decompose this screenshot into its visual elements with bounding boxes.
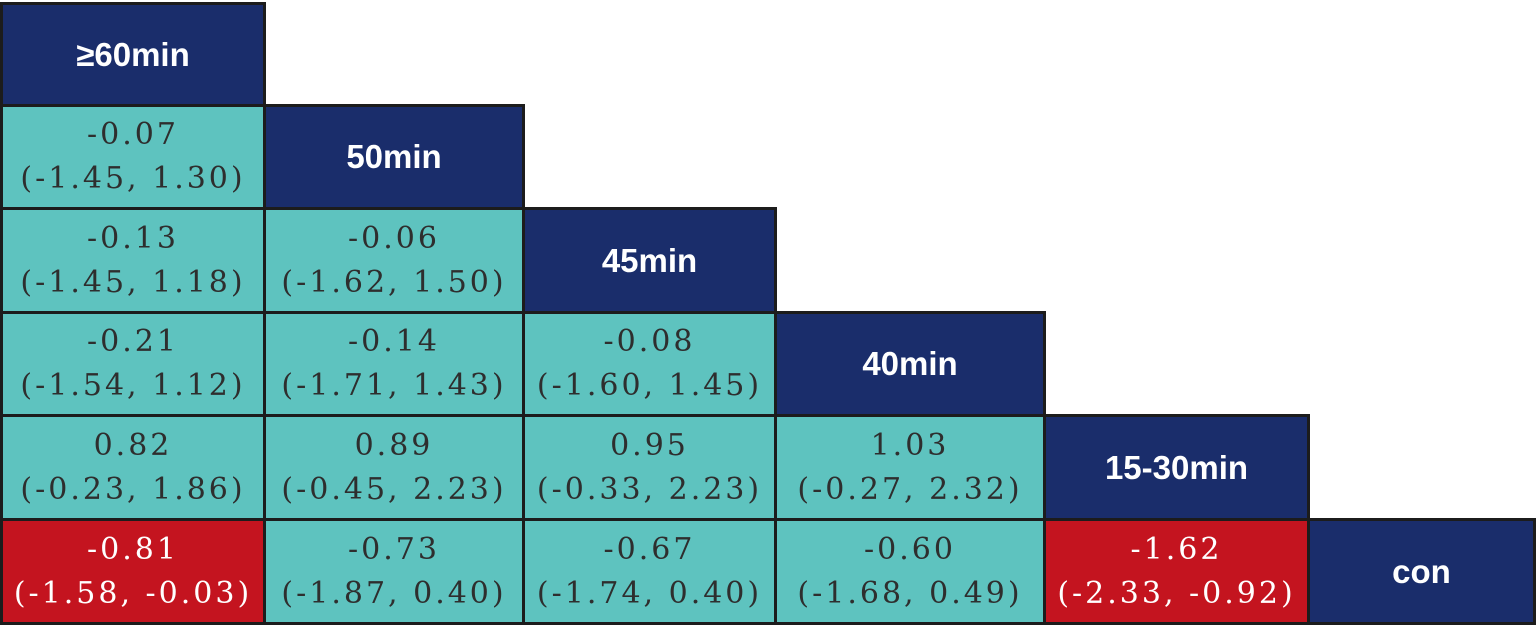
comparison-cell: -1.62 (-2.33, -0.92) [1043, 518, 1310, 625]
comparison-cell: -0.07 (-1.45, 1.30) [0, 104, 266, 210]
effect-estimate: -0.07 [87, 117, 179, 152]
comparison-cell: 0.82 (-0.23, 1.86) [0, 414, 266, 521]
effect-estimate: -0.60 [864, 531, 956, 567]
comparison-cell: -0.60 (-1.68, 0.49) [774, 518, 1046, 625]
confidence-interval: (-1.54, 1.12) [20, 368, 246, 403]
effect-estimate: 1.03 [870, 427, 950, 463]
effect-estimate: -0.81 [87, 531, 179, 567]
effect-estimate: -0.14 [348, 324, 440, 359]
confidence-interval: (-1.74, 0.40) [536, 575, 763, 611]
confidence-interval: (-0.33, 2.23) [536, 471, 763, 507]
effect-estimate: -0.08 [603, 324, 696, 359]
treatment-header-15-30min: 15-30min [1043, 414, 1310, 521]
treatment-header-con: con [1307, 518, 1536, 625]
effect-estimate: 0.82 [93, 427, 173, 463]
effect-estimate: 0.89 [354, 427, 434, 463]
comparison-cell: -0.14 (-1.71, 1.43) [263, 311, 525, 417]
comparison-cell: 1.03 (-0.27, 2.32) [774, 414, 1046, 521]
effect-estimate: -0.06 [348, 220, 440, 256]
treatment-header-50min: 50min [263, 104, 525, 210]
treatment-header-gte-60min: ≥60min [0, 2, 266, 107]
confidence-interval: (-0.23, 1.86) [20, 471, 246, 507]
comparison-cell: -0.08 (-1.60, 1.45) [522, 311, 777, 417]
effect-estimate: 0.95 [610, 427, 689, 463]
confidence-interval: (-1.58, -0.03) [13, 575, 253, 611]
confidence-interval: (-1.87, 0.40) [281, 575, 507, 611]
confidence-interval: (-0.27, 2.32) [797, 471, 1023, 507]
confidence-interval: (-1.45, 1.30) [20, 161, 246, 196]
comparison-cell: 0.95 (-0.33, 2.23) [522, 414, 777, 521]
effect-estimate: -0.13 [87, 220, 179, 256]
effect-estimate: -0.67 [603, 531, 696, 567]
confidence-interval: (-1.71, 1.43) [281, 368, 507, 403]
effect-estimate: -0.73 [348, 531, 440, 567]
confidence-interval: (-1.60, 1.45) [536, 368, 763, 403]
comparison-cell: -0.13 (-1.45, 1.18) [0, 207, 266, 314]
confidence-interval: (-2.33, -0.92) [1057, 575, 1296, 611]
confidence-interval: (-0.45, 2.23) [281, 471, 507, 507]
comparison-cell: -0.21 (-1.54, 1.12) [0, 311, 266, 417]
treatment-header-45min: 45min [522, 207, 777, 314]
confidence-interval: (-1.45, 1.18) [20, 264, 246, 300]
effect-estimate: -0.21 [87, 324, 179, 359]
effect-estimate: -1.62 [1130, 531, 1223, 567]
comparison-cell: -0.67 (-1.74, 0.40) [522, 518, 777, 625]
confidence-interval: (-1.62, 1.50) [281, 264, 507, 300]
treatment-header-40min: 40min [774, 311, 1046, 417]
comparison-cell: 0.89 (-0.45, 2.23) [263, 414, 525, 521]
comparison-cell: -0.81 (-1.58, -0.03) [0, 518, 266, 625]
confidence-interval: (-1.68, 0.49) [797, 575, 1023, 611]
comparison-cell: -0.06 (-1.62, 1.50) [263, 207, 525, 314]
comparison-cell: -0.73 (-1.87, 0.40) [263, 518, 525, 625]
